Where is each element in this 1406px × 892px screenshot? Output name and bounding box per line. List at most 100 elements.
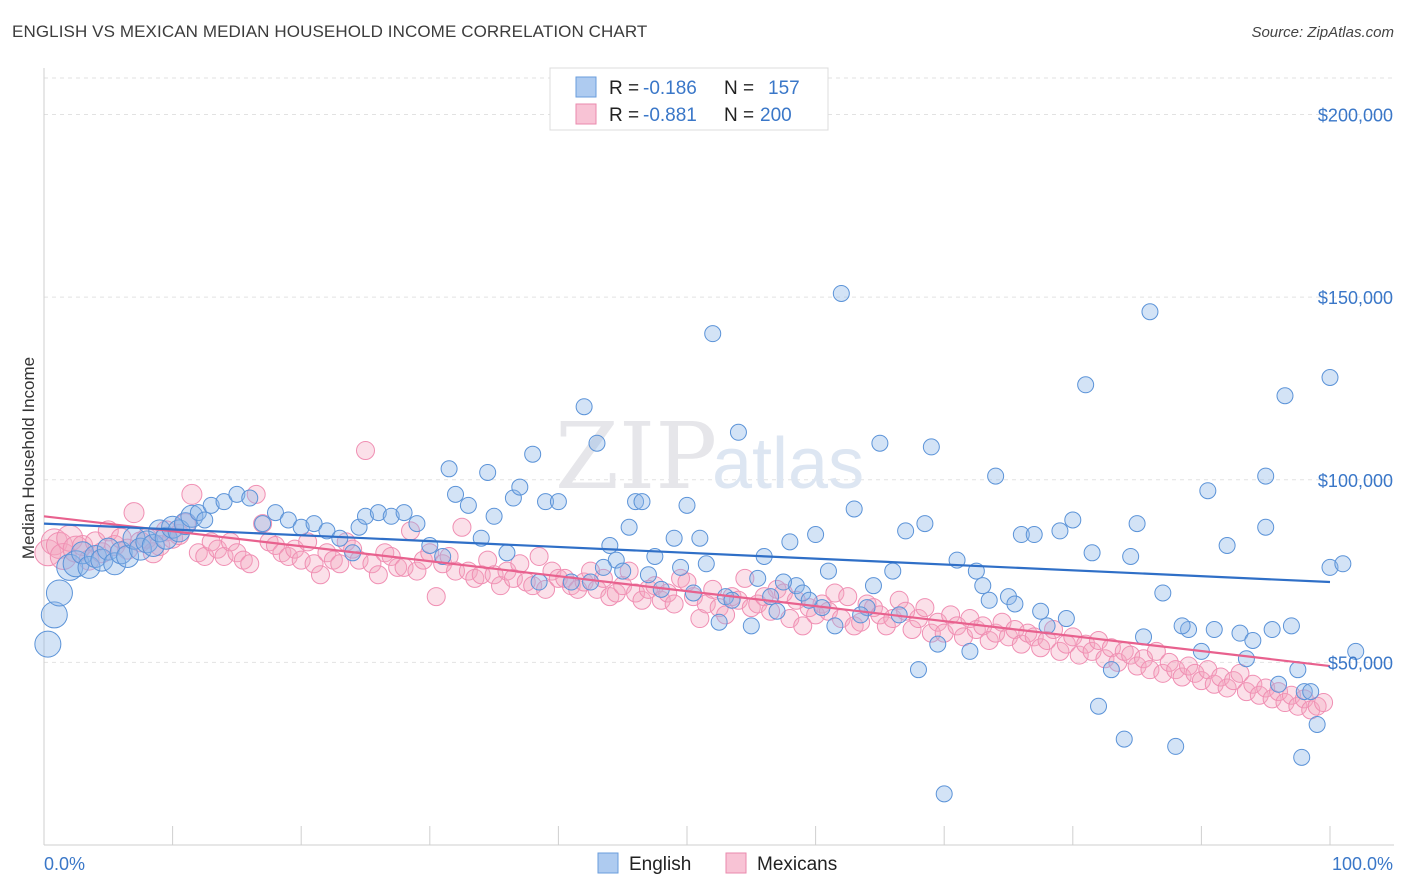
y-axis-label: Median Household Income	[19, 357, 38, 559]
legend-english-n-label: N =	[724, 78, 754, 99]
english-point	[633, 493, 651, 511]
english-point	[504, 489, 522, 507]
english-point	[395, 504, 413, 522]
mexicans-point	[1037, 630, 1057, 650]
mexicans-point	[1191, 671, 1211, 691]
english-point	[537, 493, 555, 511]
mexicans-point	[1179, 656, 1199, 676]
english-point	[627, 493, 645, 511]
english-point	[639, 566, 657, 584]
english-trend-line	[43, 522, 1331, 584]
english-point	[787, 577, 805, 595]
chart-title: ENGLISH VS MEXICAN MEDIAN HOUSEHOLD INCO…	[12, 22, 648, 41]
mexicans-point	[188, 543, 208, 563]
english-point	[1263, 621, 1281, 639]
english-point	[1289, 661, 1307, 679]
english-point	[697, 555, 715, 573]
mexicans-point	[1159, 652, 1179, 672]
english-point	[241, 489, 259, 507]
english-point	[607, 551, 625, 569]
english-point	[884, 562, 902, 580]
mexicans-point	[529, 546, 549, 566]
mexicans-point	[1153, 663, 1173, 683]
english-points	[34, 284, 1365, 803]
english-point	[154, 526, 178, 550]
mexicans-point	[40, 528, 68, 556]
mexicans-point	[278, 546, 298, 566]
english-point	[601, 537, 619, 555]
bottom-legend-mexicans-label: Mexicans	[757, 854, 837, 875]
mexicans-point	[979, 630, 999, 650]
english-point	[202, 496, 220, 514]
english-point	[832, 284, 850, 302]
mexicans-point	[838, 587, 858, 607]
english-point	[350, 518, 368, 536]
english-point	[1321, 558, 1339, 576]
english-point	[524, 445, 542, 463]
english-point	[588, 434, 606, 452]
mexicans-trend-line	[43, 515, 1331, 668]
english-point	[479, 463, 497, 481]
english-point	[1083, 544, 1101, 562]
english-point	[614, 562, 632, 580]
mexicans-point	[1127, 656, 1147, 676]
english-point	[77, 555, 101, 579]
english-point	[864, 577, 882, 595]
english-point	[974, 577, 992, 595]
mexicans-point	[1230, 663, 1250, 683]
english-point	[665, 529, 683, 547]
y-tick-label: $50,000	[1328, 653, 1393, 673]
english-point	[710, 613, 728, 631]
english-point	[128, 537, 152, 561]
y-tick-label: $150,000	[1318, 288, 1393, 308]
y-tick-label: $100,000	[1318, 471, 1393, 491]
english-point	[582, 573, 600, 591]
english-point	[1135, 628, 1153, 646]
tick-labels: $50,000 $100,000 $150,000 $200,000 0.0% 100.0…	[44, 106, 1393, 874]
english-point	[871, 434, 889, 452]
y-tick-label: $200,000	[1318, 106, 1393, 126]
english-point	[382, 507, 400, 525]
english-point	[916, 515, 934, 533]
english-point	[215, 493, 233, 511]
english-point	[1199, 482, 1217, 500]
english-point	[672, 558, 690, 576]
english-point	[678, 496, 696, 514]
legend-english-swatch	[575, 76, 597, 98]
english-point	[774, 573, 792, 591]
english-point	[1077, 376, 1095, 394]
english-point	[254, 515, 272, 533]
english-point	[594, 558, 612, 576]
english-point	[1205, 621, 1223, 639]
english-point	[1090, 697, 1108, 715]
english-point	[45, 579, 73, 607]
legend-mexicans-n-value: 200	[760, 105, 792, 126]
english-point	[62, 550, 90, 578]
mexicans-point	[1018, 623, 1038, 643]
mexicans-point	[902, 620, 922, 640]
mexicans-point	[1224, 671, 1244, 691]
english-point	[819, 562, 837, 580]
english-point	[852, 606, 870, 624]
mexicans-point	[1076, 634, 1096, 654]
english-point	[318, 522, 336, 540]
english-point	[1293, 748, 1311, 766]
mexicans-point	[761, 601, 781, 621]
english-point	[266, 504, 284, 522]
mexicans-point	[368, 565, 388, 585]
bottom-legend-mexicans-swatch	[725, 852, 747, 874]
mexicans-point	[1121, 645, 1141, 665]
english-point	[116, 544, 140, 568]
english-point	[961, 642, 979, 660]
mexicans-point	[1166, 660, 1186, 680]
english-point	[1154, 584, 1172, 602]
mexicans-point	[1172, 667, 1192, 687]
english-point	[1006, 595, 1024, 613]
english-point	[369, 504, 387, 522]
mexicans-point	[304, 554, 324, 574]
english-point	[845, 500, 863, 518]
english-point	[909, 661, 927, 679]
english-point	[1244, 631, 1262, 649]
english-point	[434, 547, 452, 565]
mexicans-point	[941, 605, 961, 625]
